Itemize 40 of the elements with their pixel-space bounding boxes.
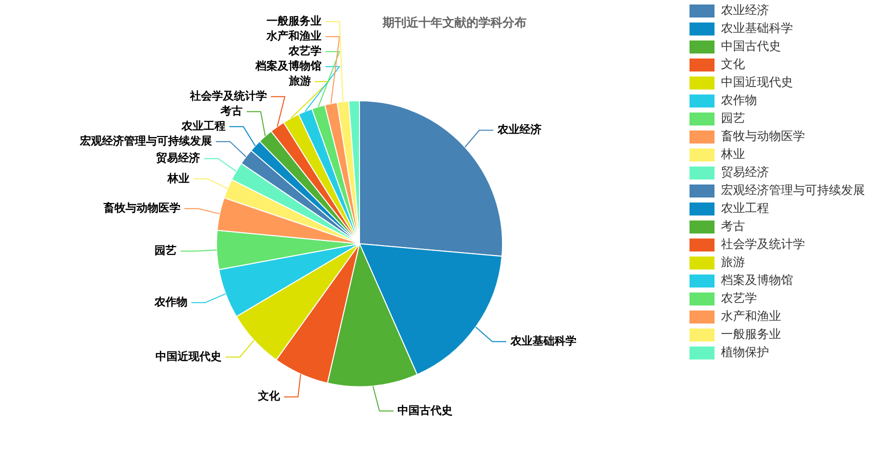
legend-label: 畜牧与动物医学 [721, 129, 805, 144]
slice-label: 中国古代史 [398, 404, 452, 417]
slice-label: 水产和渔业 [266, 29, 322, 42]
slice-label: 农作物 [153, 295, 188, 308]
slice-label: 档案及博物馆 [254, 59, 322, 72]
legend-label: 园艺 [721, 111, 745, 126]
legend-label: 林业 [720, 147, 745, 162]
legend-label: 中国近现代史 [721, 75, 793, 90]
legend-label: 宏观经济管理与可持续发展 [721, 183, 865, 198]
legend-label: 旅游 [721, 255, 745, 270]
slice-label: 农业基础科学 [509, 334, 576, 348]
legend-label: 文化 [721, 57, 745, 72]
slice-label: 畜牧与动物医学 [102, 201, 180, 214]
legend-label: 社会学及统计学 [721, 237, 805, 252]
legend-label: 农艺学 [721, 291, 757, 306]
slice-label: 宏观经济管理与可持续发展 [78, 134, 212, 148]
legend-label: 中国古代史 [721, 39, 781, 54]
legend-label: 一般服务业 [721, 327, 781, 342]
legend-label: 农业基础科学 [721, 21, 793, 36]
slice-label: 一般服务业 [266, 14, 322, 28]
text: 期刊近十年文献的学科分布 [382, 15, 526, 30]
legend-label: 农业工程 [721, 201, 769, 216]
slice-label: 园艺 [154, 244, 177, 257]
legend-label: 植物保护 [721, 345, 769, 360]
legend-label: 农业经济 [721, 3, 769, 18]
slice-label: 社会学及统计学 [188, 89, 267, 102]
legend-label: 考古 [721, 219, 745, 234]
legend-label: 贸易经济 [721, 165, 769, 180]
slice-label: 旅游 [288, 74, 311, 88]
legend-label: 档案及博物馆 [720, 273, 793, 288]
legend-label: 农作物 [721, 93, 757, 108]
slice-label: 贸易经济 [156, 151, 200, 164]
slice-label: 林业 [166, 172, 190, 185]
slice-label: 农艺学 [288, 44, 322, 58]
slice-label: 中国近现代史 [156, 350, 222, 364]
slice-label: 考古 [220, 104, 243, 118]
slice-label: 农业经济 [496, 123, 542, 136]
slice-label: 文化 [257, 390, 282, 403]
legend-label: 水产和渔业 [721, 309, 781, 324]
slice-label: 农业工程 [180, 119, 226, 132]
